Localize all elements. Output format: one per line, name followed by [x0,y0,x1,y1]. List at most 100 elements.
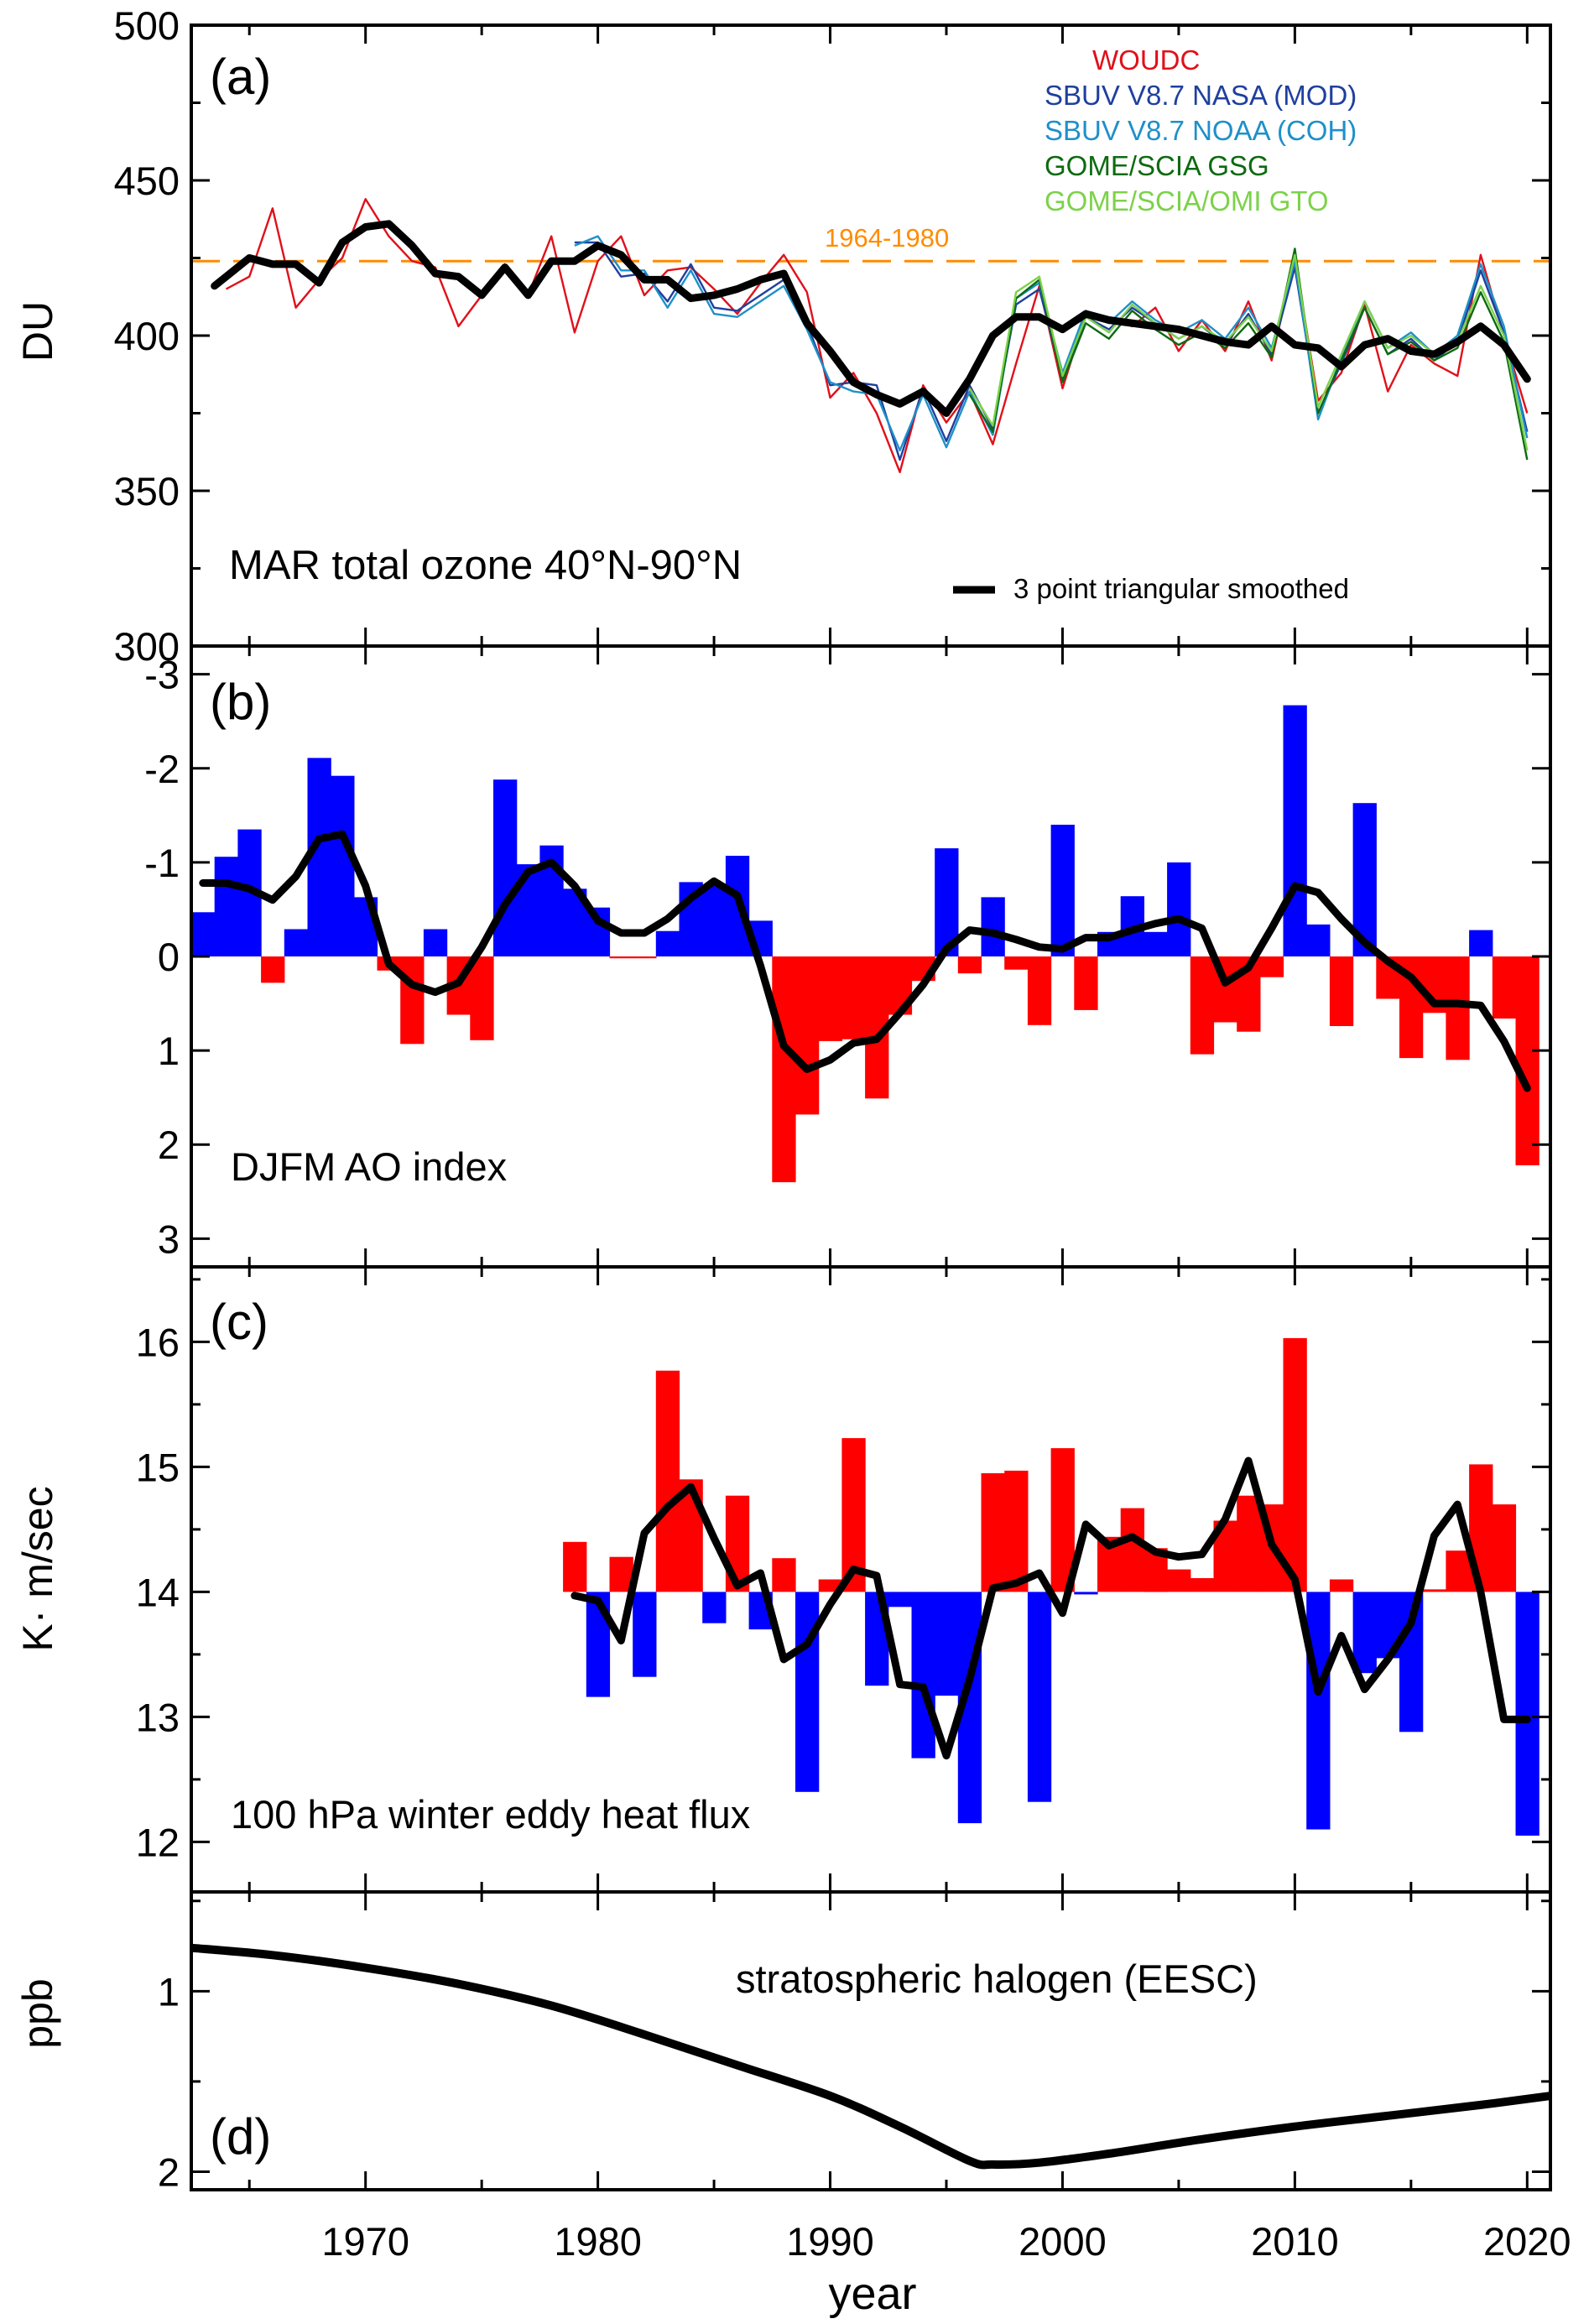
ao-bar [331,775,355,956]
ao-bar [400,956,425,1045]
x-axis-label: year [828,2269,916,2319]
x-tick-label: 1990 [786,2219,874,2264]
x-tick-label: 1980 [554,2219,642,2264]
y-tick-label-a: 300 [114,624,180,669]
ao-bar [609,956,633,959]
legend-label-sbuv-nasa: SBUV V8.7 NASA (MOD) [1045,80,1357,111]
eesc-line [190,1943,1551,2170]
y-tick-label-a: 500 [114,3,180,48]
legend-label-woudc: WOUDC [1092,44,1200,76]
panel-c-letter: (c) [210,1294,268,1350]
heat-flux-bar [1167,1569,1191,1592]
ao-bar [1515,956,1540,1165]
heat-flux-bar [911,1592,935,1759]
heat-flux-bar [633,1592,657,1677]
panel-a-ylabel: DU [14,301,61,362]
heat-flux-bar [772,1558,796,1592]
panel-d-ylabel: ppb [14,1978,61,2048]
legend-label-sbuv-noaa: SBUV V8.7 NOAA (COH) [1045,115,1357,146]
plot-layer: 3003504004505003210-1-2-3121314151612197… [114,3,1571,2264]
ao-bar [423,929,448,956]
y-tick-label-b: 0 [158,935,180,979]
legend-label-gsg: GOME/SCIA GSG [1045,150,1269,181]
heat-flux-bar [1237,1495,1261,1592]
ao-bar [1004,956,1029,970]
heat-flux-bar [655,1370,680,1592]
heat-flux-bar [1004,1470,1029,1592]
y-tick-label-c: 14 [136,1570,180,1614]
panel-frame-d [190,1890,1552,2191]
panel-d-letter: (d) [210,2108,271,2165]
ao-bar [1167,862,1191,956]
panel-b-letter: (b) [210,674,271,730]
x-tick-label: 1970 [321,2219,409,2264]
panel-b-title: DJFM AO index [231,1144,507,1189]
heat-flux-bar [1492,1504,1517,1592]
panel-a-smooth-label: 3 point triangular smoothed [1013,573,1349,604]
y-tick-label-a: 400 [114,314,180,358]
x-tick-label: 2010 [1251,2219,1339,2264]
y-tick-label-d: 2 [158,2149,180,2194]
ao-bar [841,956,866,1040]
y-tick-label-a: 450 [114,159,180,203]
y-tick-label-b: 3 [158,1217,180,1261]
y-tick-label-c: 16 [136,1320,180,1364]
panel-a-letter: (a) [210,49,271,105]
ao-bar [655,930,680,956]
y-tick-label-b: -2 [144,747,180,791]
ao-bar [633,956,657,959]
ao-bar [493,779,518,956]
y-tick-label-b: 1 [158,1029,180,1073]
y-tick-label-b: -3 [144,653,180,697]
y-tick-label-b: 2 [158,1123,180,1167]
y-tick-label-a: 350 [114,469,180,513]
ao-bar [191,912,216,956]
heat-flux-bar [1027,1592,1052,1802]
series-line-4 [968,248,1529,461]
ao-bar [1144,931,1168,956]
ao-bar [1492,956,1517,1019]
heat-flux-bar [1352,1592,1377,1674]
smoothed-line-c [570,1456,1531,1760]
ao-bar [1283,705,1307,956]
panel-a-title: MAR total ozone 40°N-90°N [229,543,742,588]
panel-d-title: stratospheric halogen (EESC) [736,1957,1258,2001]
y-tick-label-b: -1 [144,841,180,885]
x-tick-label: 2020 [1483,2219,1571,2264]
heat-flux-bar [1422,1589,1446,1592]
ao-bar [818,956,842,1041]
x-tick-label: 2000 [1019,2219,1107,2264]
legend-label-gto: GOME/SCIA/OMI GTO [1045,185,1329,216]
y-tick-label-d: 1 [158,1969,180,2014]
heat-flux-bar [1515,1592,1540,1836]
heat-flux-bar [702,1592,727,1623]
smoothed-line-b [199,830,1531,1092]
ao-bar [1074,956,1098,1010]
ao-bar [702,884,727,956]
ao-bar [1329,956,1354,1026]
smoothed-line-a [211,220,1531,417]
ao-bar [1190,956,1215,1055]
heat-flux-bar [1306,1592,1331,1830]
ao-bar [1469,930,1493,956]
heat-flux-bar [888,1592,913,1608]
panel-c-ylabel: K· m/sec [14,1486,61,1651]
heat-flux-bar [1190,1578,1215,1592]
ao-bar [1050,825,1075,956]
y-tick-label-c: 12 [136,1820,180,1864]
ao-bar [772,956,796,1183]
ao-bar [214,857,238,956]
heat-flux-bar [1120,1508,1144,1592]
ao-bar [470,956,494,1040]
ao-bar [261,956,285,983]
heat-flux-bar [1329,1579,1354,1592]
heat-flux-bar [1283,1337,1307,1592]
ao-bar [1446,956,1470,1060]
text-layer: MAR total ozone 40°N-90°N 3 point triang… [14,44,1357,2319]
y-tick-label-c: 13 [136,1695,180,1739]
ao-bar [957,956,982,974]
ao-bar [981,897,1005,956]
panel-c-title: 100 hPa winter eddy heat flux [231,1792,750,1837]
heat-flux-bar [981,1472,1005,1592]
